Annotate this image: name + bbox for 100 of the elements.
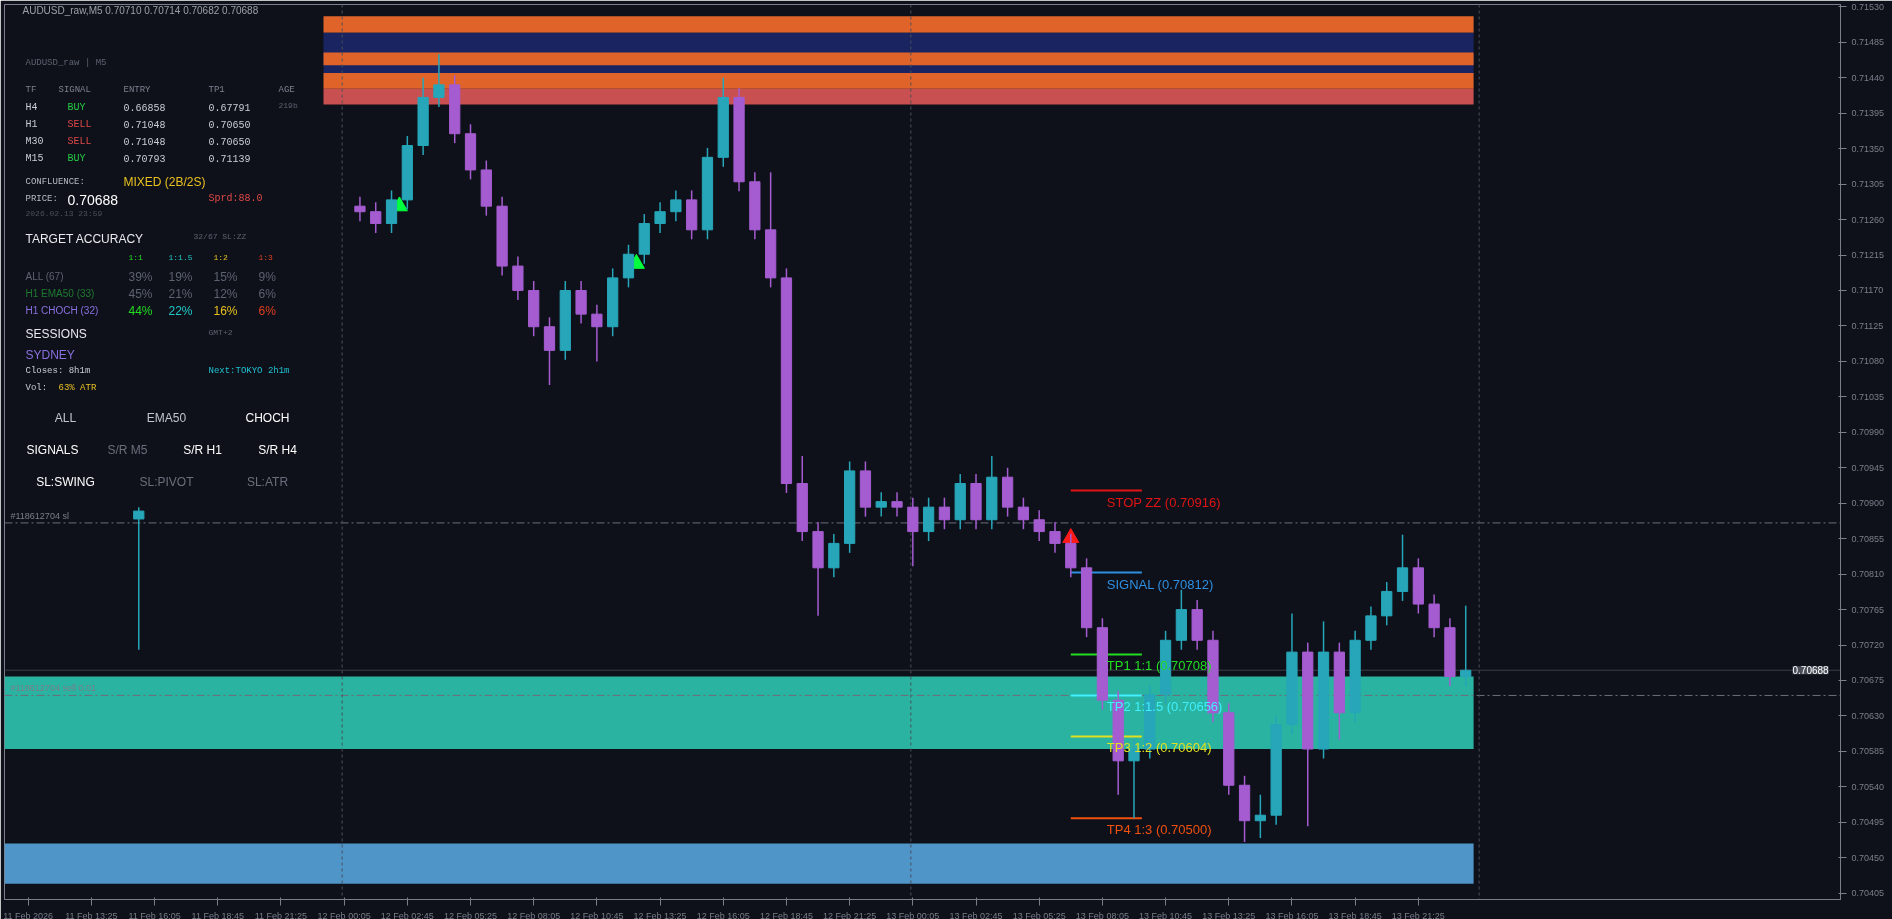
x-tick-label: 12 Feb 21:25 — [823, 910, 877, 919]
y-tick-label: 0.71035 — [1851, 391, 1885, 402]
annotation: 44% — [128, 303, 153, 318]
candlestick — [385, 189, 398, 234]
annotation: 2026.02.13 23:59 — [25, 209, 103, 218]
annotation: BUY — [67, 153, 86, 164]
x-tick-label: 12 Feb 02:45 — [380, 910, 434, 919]
annotation: BUY — [67, 102, 86, 113]
annotation: 32/67 SL:ZZ — [193, 232, 247, 241]
candlestick — [891, 491, 903, 518]
series-label: SIGNAL (0.70812) — [1106, 576, 1214, 592]
annotation: GMT+2 — [208, 328, 233, 337]
annotation: MIXED (2B/2S) — [123, 174, 206, 189]
candlestick — [133, 506, 145, 651]
annotation: 22% — [168, 303, 193, 318]
annotation: 0.70650 — [208, 137, 251, 148]
y-tick-label: 0.71530 — [1851, 1, 1885, 12]
candlestick — [1428, 593, 1440, 638]
x-tick-label: 13 Feb 16:05 — [1265, 910, 1319, 919]
annotation: AGE — [278, 84, 295, 95]
annotation: H4 — [25, 102, 38, 113]
annotation: PRICE: — [25, 193, 58, 204]
annotation: 12% — [213, 286, 238, 301]
x-tick-label: 11 Feb 21:25 — [254, 910, 308, 919]
candlestick — [370, 201, 382, 234]
annotation: 21% — [168, 286, 193, 301]
annotation: Next:TOKYO 2h1m — [208, 365, 290, 376]
x-tick-label: 11 Feb 16:05 — [128, 910, 181, 919]
annotation: S/R M5 — [107, 442, 148, 457]
y-tick-label: 0.71440 — [1851, 72, 1885, 83]
candlestick — [354, 195, 366, 222]
y-tick-label: 0.70765 — [1851, 604, 1885, 615]
x-tick-label: 11 Feb 2026 — [3, 910, 54, 919]
ref-line-label: #118612704 sl — [10, 510, 69, 521]
candlestick — [654, 201, 666, 234]
annotation: SYDNEY — [25, 347, 75, 362]
annotation: ENTRY — [123, 84, 152, 95]
annotation: ALL — [54, 410, 77, 425]
annotation: SL:SWING — [36, 474, 95, 489]
annotation: AUDUSD_raw | M5 — [25, 57, 107, 68]
candlestick — [670, 189, 682, 222]
annotation: Vol: — [25, 382, 48, 393]
x-tick-label: 11 Feb 13:25 — [65, 910, 118, 919]
candlestick — [543, 316, 556, 386]
x-tick-label: 13 Feb 00:05 — [886, 910, 940, 919]
annotation: 0.70650 — [208, 120, 251, 131]
y-tick-label: 0.70945 — [1851, 462, 1885, 473]
annotation: ALL (67) — [25, 271, 64, 282]
annotation: SIGNALS — [26, 442, 79, 457]
annotation: CONFLUENCE: — [25, 176, 85, 187]
y-tick-label: 0.70585 — [1851, 746, 1885, 757]
y-tick-label: 0.71305 — [1851, 179, 1885, 190]
annotation: SL:PIVOT — [139, 474, 195, 489]
series-label: TP4 1:3 (0.70500) — [1106, 822, 1212, 838]
annotation: SELL — [67, 119, 92, 130]
candlestick — [575, 280, 587, 325]
annotation: M30 — [25, 136, 44, 147]
annotation: 219b — [278, 101, 298, 110]
y-tick-label: 0.70450 — [1851, 852, 1885, 863]
annotation: 63% ATR — [58, 382, 97, 393]
y-tick-label: 0.70540 — [1851, 781, 1885, 792]
x-tick-label: 12 Feb 18:45 — [759, 910, 813, 919]
series-label: STOP ZZ (0.70916) — [1106, 494, 1221, 510]
x-tick-label: 12 Feb 08:05 — [507, 910, 561, 919]
x-tick-label: 12 Feb 16:05 — [696, 910, 750, 919]
annotation: 39% — [128, 269, 153, 284]
annotation: SIGNAL — [58, 84, 91, 95]
annotation: 1:1.5 — [168, 253, 193, 262]
annotation: 0.71139 — [208, 154, 251, 165]
annotation: 15% — [213, 269, 238, 284]
candlestick — [1396, 533, 1409, 602]
x-tick-label: 13 Feb 21:25 — [1391, 910, 1445, 919]
x-tick-label: 12 Feb 13:25 — [633, 910, 687, 919]
candlestick — [433, 53, 445, 108]
x-tick-label: 13 Feb 02:45 — [949, 910, 1003, 919]
x-tick-label: 13 Feb 18:45 — [1328, 910, 1382, 919]
annotation: Closes: 8h1m — [25, 365, 91, 376]
x-tick-label: 13 Feb 13:25 — [1202, 910, 1256, 919]
y-tick-label: 0.71485 — [1851, 37, 1885, 48]
chart-title: AUDUSD_raw,M5 0.70710 0.70714 0.70682 0.70688 — [22, 5, 259, 16]
x-tick-label: 13 Feb 05:25 — [1012, 910, 1066, 919]
annotation: Sprd:88.0 — [208, 193, 263, 204]
annotation: 0.71048 — [123, 137, 166, 148]
candlestick — [591, 303, 603, 363]
x-tick-label: 12 Feb 00:05 — [317, 910, 371, 919]
annotation: 0.70793 — [123, 154, 166, 165]
annotation: EMA50 — [146, 410, 187, 425]
candlestick — [622, 244, 635, 289]
y-tick-label: 0.70675 — [1851, 675, 1885, 686]
y-tick-label: 0.71080 — [1851, 356, 1885, 367]
annotation: H1 EMA50 (33) — [25, 288, 95, 299]
y-tick-label: 0.70810 — [1851, 569, 1885, 580]
x-tick-label: 12 Feb 05:25 — [443, 910, 498, 919]
x-tick-label: 13 Feb 10:45 — [1139, 910, 1193, 919]
candlestick — [938, 496, 951, 530]
ref-line-label: 0.70688 — [1792, 665, 1830, 677]
annotation: TP1 — [208, 84, 225, 95]
x-tick-label: 13 Feb 08:05 — [1075, 910, 1129, 919]
y-tick-label: 0.70630 — [1851, 710, 1885, 721]
y-tick-label: 0.71350 — [1851, 143, 1885, 154]
